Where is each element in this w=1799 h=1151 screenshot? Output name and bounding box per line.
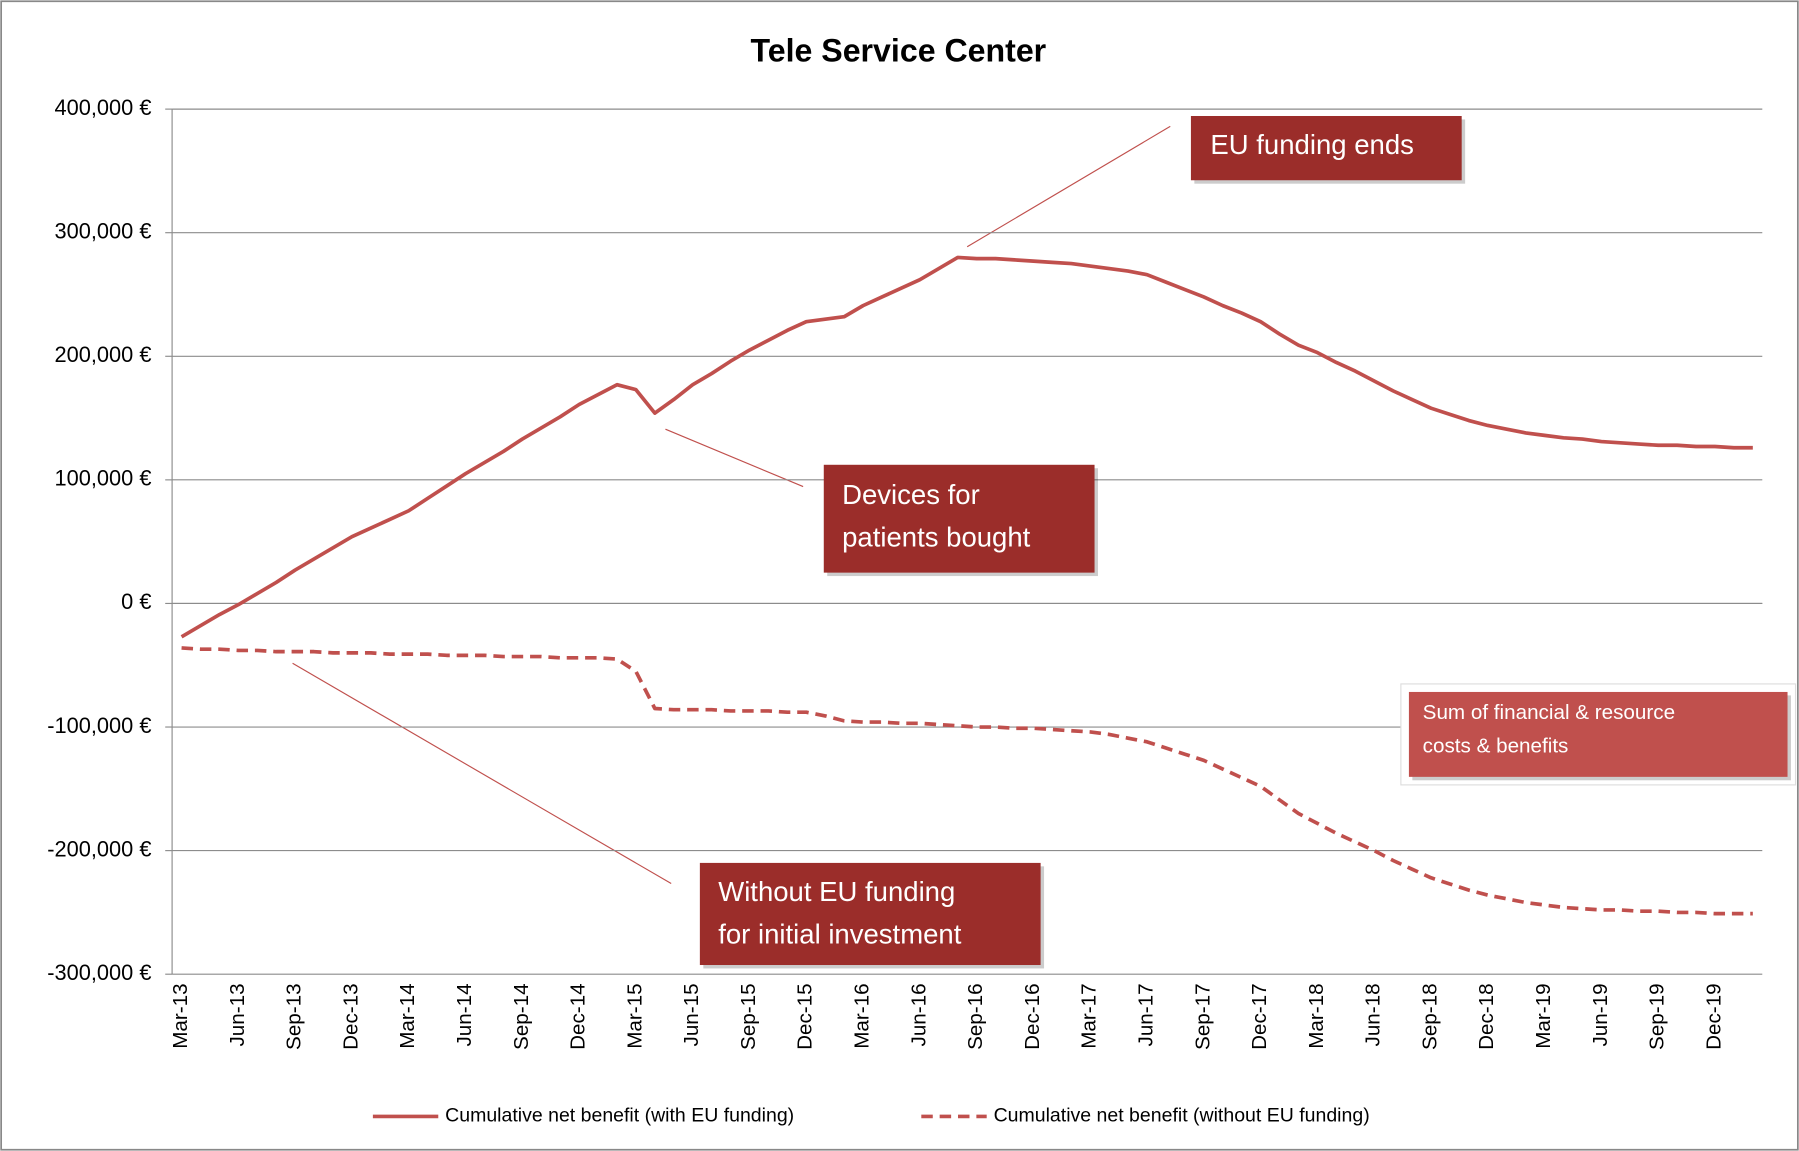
leader-line: [966, 125, 1171, 248]
data-line: [180, 255, 1753, 639]
annotation-box: [699, 862, 1041, 966]
x-tick-label: Jun-15: [680, 983, 703, 1046]
x-tick-label: Dec-14: [567, 983, 590, 1050]
x-tick-label: Dec-15: [794, 983, 817, 1050]
leader-line: [665, 428, 804, 488]
x-tick-label: Dec-17: [1248, 983, 1271, 1050]
y-tick-label: -300,000 €: [47, 960, 151, 985]
x-tick-label: Sep-13: [283, 983, 306, 1050]
x-tick-label: Mar-15: [623, 983, 646, 1048]
x-tick-label: Jun-14: [453, 983, 476, 1046]
x-tick-label: Sep-14: [510, 983, 533, 1050]
x-tick-label: Dec-19: [1702, 983, 1725, 1050]
x-tick-label: Dec-16: [1021, 983, 1044, 1050]
chart-title: Tele Service Center: [751, 32, 1047, 68]
annotation-text: Devices for: [842, 479, 980, 510]
x-tick-label: Mar-14: [396, 983, 419, 1048]
x-tick-label: Sep-18: [1418, 983, 1441, 1050]
x-tick-label: Mar-16: [851, 983, 874, 1048]
x-tick-label: Mar-18: [1305, 983, 1328, 1048]
y-tick-label: 200,000 €: [55, 342, 152, 367]
annotation-text: Without EU funding: [718, 876, 955, 907]
x-tick-label: Mar-19: [1532, 983, 1555, 1048]
y-tick-label: 300,000 €: [55, 218, 152, 243]
y-tick-label: -200,000 €: [47, 836, 151, 861]
annotation-text: for initial investment: [718, 919, 962, 950]
y-tick-label: -100,000 €: [47, 713, 151, 738]
x-tick-label: Sep-17: [1191, 983, 1214, 1050]
x-tick-label: Sep-15: [737, 983, 760, 1050]
legend-label: Cumulative net benefit (without EU fundi…: [994, 1105, 1370, 1127]
annotation-box: [1408, 691, 1788, 777]
x-tick-label: Sep-16: [964, 983, 987, 1050]
x-tick-label: Jun-18: [1362, 983, 1385, 1046]
y-tick-label: 0 €: [121, 589, 151, 614]
annotation-text: patients bought: [842, 522, 1031, 553]
x-tick-label: Mar-17: [1078, 983, 1101, 1048]
data-line: [181, 646, 1753, 916]
annotation-box: [823, 464, 1095, 573]
x-tick-label: Mar-13: [169, 983, 192, 1048]
annotation-box: [1190, 115, 1462, 181]
annotation-text: EU funding ends: [1210, 129, 1413, 160]
y-tick-label: 100,000 €: [55, 466, 152, 491]
x-tick-label: Jun-17: [1134, 983, 1157, 1046]
legend-label: Cumulative net benefit (with EU funding): [445, 1105, 794, 1127]
x-tick-label: Jun-19: [1589, 983, 1612, 1046]
y-tick-label: 400,000 €: [55, 95, 152, 120]
x-tick-label: Sep-19: [1646, 983, 1669, 1050]
x-tick-label: Jun-13: [226, 983, 249, 1046]
annotation-text: Sum of financial & resource: [1423, 701, 1675, 724]
x-tick-label: Dec-18: [1475, 983, 1498, 1050]
annotation-text: costs & benefits: [1423, 734, 1569, 757]
x-tick-label: Jun-16: [907, 983, 930, 1046]
x-tick-label: Dec-13: [339, 983, 362, 1050]
leader-line: [292, 662, 672, 885]
